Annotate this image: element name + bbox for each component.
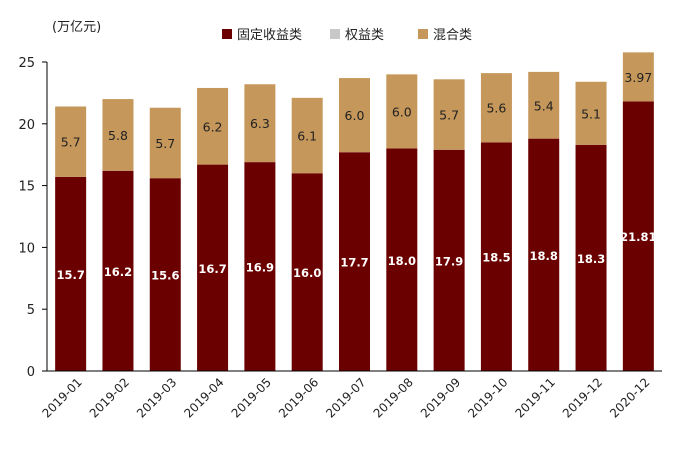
x-tick-label: 2019-05 <box>229 375 274 420</box>
x-tick-label: 2019-08 <box>371 375 416 420</box>
data-label: 18.8 <box>530 249 558 263</box>
data-label: 15.6 <box>151 269 179 283</box>
bar-segment-2 <box>102 99 134 171</box>
y-tick-label: 5 <box>27 303 35 318</box>
y-tick-label: 20 <box>18 118 35 133</box>
data-label: 18.0 <box>388 254 416 268</box>
x-tick-label: 2019-10 <box>465 375 510 420</box>
bars: 15.7 5.7 16.2 5.8 15.6 5.7 16.7 6.2 16.9 6.3 16.0 6… <box>55 52 657 371</box>
bar-segment-0 <box>480 142 512 371</box>
data-label: 6.1 <box>297 129 317 144</box>
bar-segment-0 <box>433 149 465 371</box>
bar-segment-2 <box>575 81 607 145</box>
x-tick-label: 2019-07 <box>323 375 368 420</box>
data-label: 16.0 <box>293 266 321 280</box>
data-label: 17.9 <box>435 254 463 268</box>
x-tick-label: 2019-06 <box>276 375 321 420</box>
bar-segment-2 <box>339 78 370 153</box>
data-label: 6.0 <box>345 108 365 123</box>
data-label: 6.2 <box>203 119 223 134</box>
bar-segment-2 <box>433 79 465 150</box>
data-label: 6.3 <box>250 116 270 131</box>
data-label: 15.7 <box>56 268 84 282</box>
bar-segment-0 <box>386 148 418 371</box>
data-label: 18.5 <box>482 251 510 265</box>
data-label: 5.8 <box>108 128 128 143</box>
legend-swatch-1 <box>330 29 340 39</box>
y-tick-label: 15 <box>18 180 35 195</box>
y-tick-label: 25 <box>18 56 35 71</box>
data-label: 5.7 <box>439 108 459 123</box>
data-label: 16.2 <box>104 265 132 279</box>
data-label: 5.6 <box>486 101 506 116</box>
bar-segment-2 <box>622 52 654 102</box>
x-axis: 2019-01 2019-02 2019-03 2019-04 2019-05 2019-… <box>39 370 662 421</box>
data-label: 5.7 <box>61 135 81 150</box>
legend-swatch-0 <box>222 29 232 39</box>
bar-segment-0 <box>575 144 607 371</box>
bar-segment-2 <box>244 84 276 163</box>
x-tick-label: 2019-04 <box>181 375 226 420</box>
data-label: 5.7 <box>155 136 175 151</box>
data-label: 5.1 <box>581 106 601 121</box>
bar-segment-0 <box>291 173 323 371</box>
bar-segment-0 <box>55 176 87 371</box>
y-axis: 0 5 10 15 20 25 <box>18 56 48 380</box>
bar-segment-2 <box>528 71 560 139</box>
bar-segment-2 <box>149 107 181 179</box>
x-tick-label: 2019-09 <box>418 375 463 420</box>
data-label: 17.7 <box>340 256 368 270</box>
legend-label-1: 权益类 <box>345 27 384 43</box>
legend-label-0: 固定收益类 <box>237 28 302 43</box>
bar-segment-0 <box>149 178 181 371</box>
bar-segment-0 <box>197 164 229 371</box>
x-tick-label: 2019-02 <box>87 375 132 420</box>
y-tick-label: 10 <box>18 241 35 256</box>
bar-segment-2 <box>386 74 418 149</box>
y-tick-label: 0 <box>27 365 35 380</box>
x-tick-label: 2019-11 <box>512 375 557 420</box>
bar-segment-2 <box>197 87 229 165</box>
legend-swatch-2 <box>418 29 428 39</box>
data-label: 16.7 <box>198 262 226 276</box>
data-label: 21.81 <box>620 230 656 244</box>
bar-segment-0 <box>102 170 134 371</box>
bar-segment-0 <box>339 152 370 371</box>
x-tick-label: 2020-12 <box>607 375 652 420</box>
data-label: 3.97 <box>624 70 652 85</box>
bar-segment-2 <box>55 106 87 177</box>
x-tick-label: 2019-01 <box>39 375 84 420</box>
bar-segment-0 <box>622 101 654 371</box>
data-label: 16.9 <box>246 261 274 275</box>
bar-segment-0 <box>244 162 276 371</box>
data-label: 18.3 <box>577 252 605 266</box>
x-tick-label: 2019-12 <box>560 375 605 420</box>
data-label: 5.4 <box>534 98 554 113</box>
bar-segment-2 <box>480 73 512 143</box>
bar-segment-0 <box>528 138 560 371</box>
legend-label-2: 混合类 <box>433 28 472 43</box>
data-label: 6.0 <box>392 104 412 119</box>
x-tick-label: 2019-03 <box>134 375 179 420</box>
unit-label: (万亿元) <box>52 20 101 35</box>
bar-segment-2 <box>291 97 323 174</box>
legend: 固定收益类 权益类 混合类 <box>222 27 472 43</box>
